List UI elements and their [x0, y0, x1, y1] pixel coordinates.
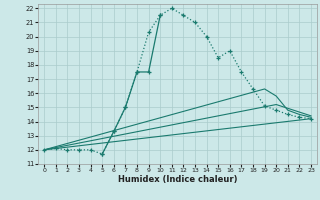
X-axis label: Humidex (Indice chaleur): Humidex (Indice chaleur) [118, 175, 237, 184]
